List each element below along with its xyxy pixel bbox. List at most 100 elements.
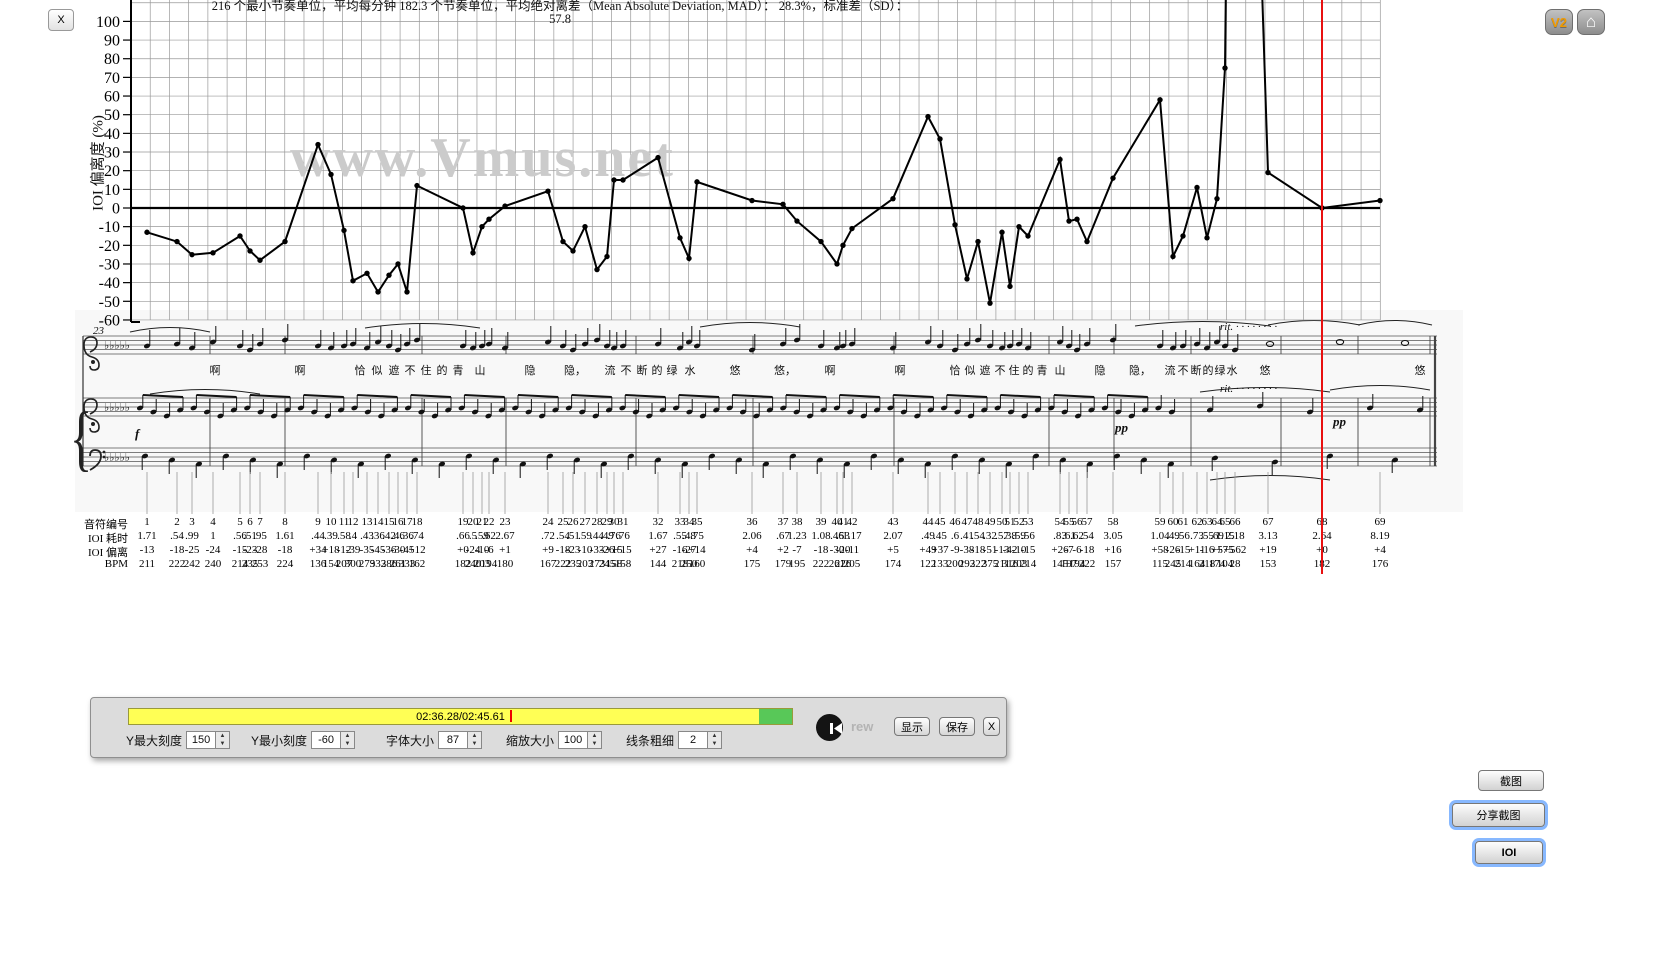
spinner[interactable]: 100 ▲ ▼ [558, 731, 603, 749]
table-cell: 67 [1262, 516, 1274, 528]
lyric: 啊 [210, 364, 221, 377]
spinner-up-icon[interactable]: ▲ [588, 732, 602, 740]
table-cell: .45 [933, 530, 947, 542]
setting-label: 字体大小 [386, 733, 435, 748]
table-cell: +12 [408, 544, 426, 556]
lyric: 隐 [525, 364, 536, 377]
table-row: IOI 偏离 -13 -18 -25 -24 -15 -23 -28 -18 +34 +18 -12-… [0, 544, 1664, 559]
close-panel-button[interactable]: X [983, 717, 1000, 736]
table-cell: .76 [616, 530, 630, 542]
table-cell: 41 [837, 516, 849, 528]
spinner-value[interactable]: 87 [439, 732, 468, 748]
table-cell: .36 [400, 530, 414, 542]
table-cell: 144 [649, 558, 667, 570]
table-cell: -36 [381, 544, 397, 556]
table-cell: +37 [931, 544, 949, 556]
spinner-down-icon[interactable]: ▼ [341, 740, 355, 748]
y-tick-label: 60 [104, 89, 120, 106]
spinner-down-icon[interactable]: ▼ [588, 740, 602, 748]
spinner[interactable]: -60 ▲ ▼ [311, 731, 356, 749]
table-cell: -51 [982, 544, 998, 556]
lyric: 山 [1055, 364, 1066, 377]
share-screenshot-button[interactable]: 分享截图 [1452, 803, 1545, 827]
spinner-down-icon[interactable]: ▼ [216, 740, 230, 748]
table-cell: .83 [1053, 530, 1067, 542]
spinner-value[interactable]: -60 [312, 732, 341, 748]
y-axis-label: IOI 偏离度 (%) [90, 115, 107, 211]
table-cell: +4 [746, 544, 758, 556]
table-cell: 17 [401, 516, 413, 528]
lyric: 似 [965, 364, 976, 377]
spinner-up-icon[interactable]: ▲ [216, 732, 230, 740]
show-button[interactable]: 显示 [894, 717, 930, 736]
screenshot-button[interactable]: 截图 [1478, 770, 1544, 791]
home-button[interactable]: ⌂ [1577, 9, 1605, 35]
setting-2: 字体大小 87 ▲ ▼ [386, 731, 483, 749]
spinner-value[interactable]: 150 [187, 732, 216, 748]
rewind-button[interactable] [816, 714, 843, 741]
table-cell: 2 [174, 516, 180, 528]
table-cell: .55 [1200, 530, 1214, 542]
spinner-down-icon[interactable]: ▼ [468, 740, 482, 748]
table-cell: 333 [369, 558, 387, 570]
table-cell: +11 [1188, 544, 1206, 556]
table-cell: 293 [958, 558, 976, 570]
table-cell: .38 [1003, 530, 1017, 542]
table-cell: 13 [361, 516, 373, 528]
save-button[interactable]: 保存 [939, 717, 975, 736]
table-cell: 39 [815, 516, 827, 528]
lyric: 悠 [1415, 363, 1426, 377]
player-panel: 02:36.28/02:45.61 Y最大刻度 150 ▲ ▼ Y最小刻度 -60 ▲ ▼ 字体… [90, 697, 1007, 758]
table-cell: +19 [1259, 544, 1277, 556]
spinner-value[interactable]: 100 [559, 732, 588, 748]
table-cell: 1.08 [811, 530, 831, 542]
table-cell: 47 [961, 516, 973, 528]
table-cell: .53 [836, 530, 850, 542]
playback-position-line[interactable] [1321, 0, 1323, 574]
table-cell: 182 [454, 558, 472, 570]
spinner[interactable]: 87 ▲ ▼ [438, 731, 483, 749]
lyric: 隐， [1129, 364, 1151, 377]
playhead-caret[interactable] [510, 710, 512, 722]
ioi-button[interactable]: IOI [1475, 841, 1543, 864]
table-cell: 3.05 [1103, 530, 1123, 542]
close-window-button[interactable]: X [48, 9, 74, 31]
table-cell: -18 [169, 544, 185, 556]
table-cell: 158 [605, 558, 623, 570]
setting-label: 线条粗细 [626, 733, 675, 748]
spinner[interactable]: 2 ▲ ▼ [678, 731, 723, 749]
table-cell: 43 [887, 516, 899, 528]
table-cell: 69 [1374, 516, 1386, 528]
table-cell: 207 [335, 558, 353, 570]
table-cell: 203 [1010, 558, 1028, 570]
table-cell: 9 [315, 516, 321, 528]
table-cell: 245 [1164, 558, 1182, 570]
table-cell: -33 [589, 544, 605, 556]
spinner-up-icon[interactable]: ▲ [468, 732, 482, 740]
table-cell: 51 [1004, 516, 1016, 528]
spinner-up-icon[interactable]: ▲ [341, 732, 355, 740]
table-cell: 1.71 [137, 530, 157, 542]
table-cell: -28 [252, 544, 268, 556]
chart-title: 216 个最小节奏单位，平均每分钟 182.3 个节奏单位，平均绝对离差（Mea… [170, 0, 950, 26]
table-cell: 14 [372, 516, 384, 528]
table-cell: .99 [185, 530, 199, 542]
table-cell: 3.13 [1258, 530, 1278, 542]
table-cell: -24 [465, 544, 481, 556]
table-cell: -15 [1175, 544, 1191, 556]
lyric: 住 [421, 363, 432, 377]
table-cell: 133 [931, 558, 949, 570]
setting-4: 线条粗细 2 ▲ ▼ [626, 731, 723, 749]
spinner[interactable]: 150 ▲ ▼ [186, 731, 231, 749]
spinner-value[interactable]: 2 [679, 732, 708, 748]
v2-version-button[interactable]: V2 [1545, 9, 1573, 35]
table-cell: -6 [484, 544, 494, 556]
table-cell: +5 [887, 544, 899, 556]
spinner-up-icon[interactable]: ▲ [708, 732, 722, 740]
table-cell: 145 [1051, 558, 1069, 570]
lyric: 恰 [950, 363, 961, 377]
table-cell: 63 [1201, 516, 1213, 528]
spinner-down-icon[interactable]: ▼ [708, 740, 722, 748]
table-cell: .41 [960, 530, 974, 542]
progress-bar[interactable]: 02:36.28/02:45.61 [128, 708, 793, 725]
